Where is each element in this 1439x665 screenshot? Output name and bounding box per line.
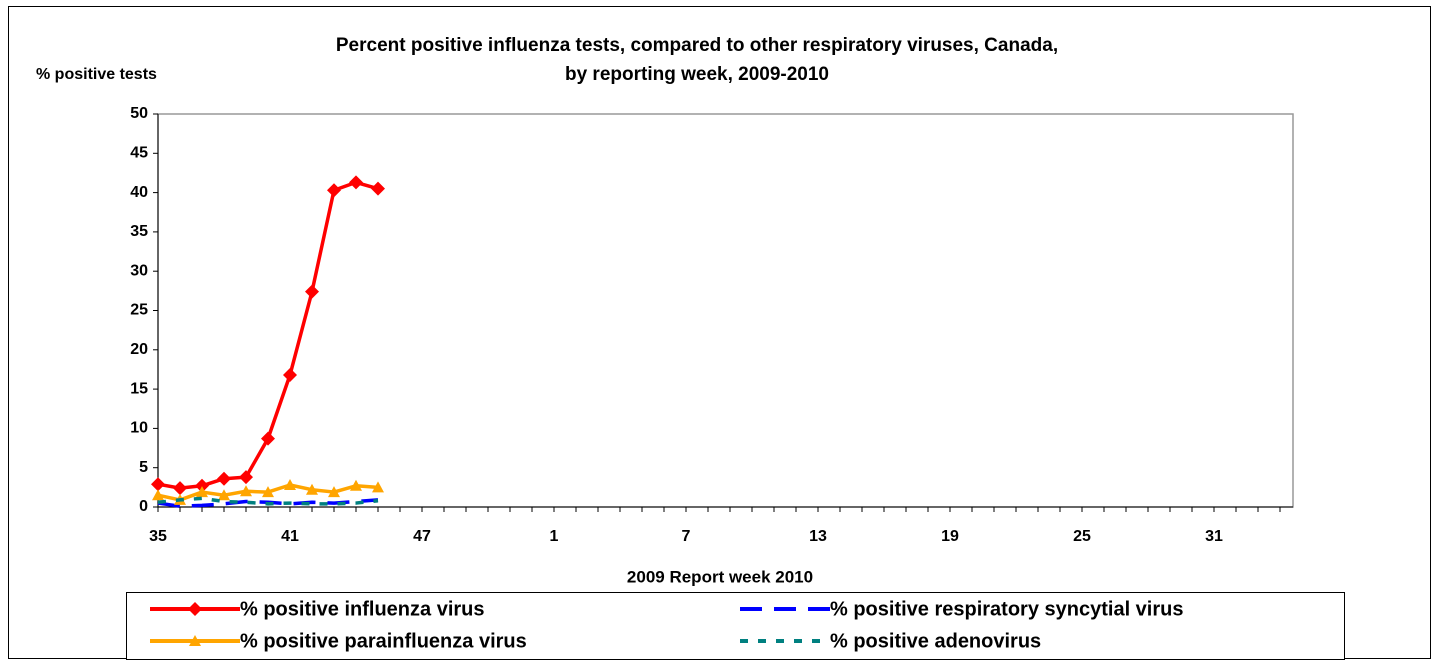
point-marker <box>283 367 297 382</box>
point-marker <box>371 181 385 196</box>
point-marker <box>350 479 362 491</box>
chart-title: by reporting week, 2009-2010 <box>565 64 829 85</box>
y-tick-label: 30 <box>130 262 148 279</box>
x-axis-label: 2009 Report week 2010 <box>627 567 813 586</box>
point-marker <box>196 486 208 498</box>
legend-box <box>126 592 1345 660</box>
y-tick-label: 50 <box>130 105 148 122</box>
legend-label: % positive parainfluenza virus <box>240 630 527 652</box>
legend-marker <box>188 602 202 616</box>
x-tick-label: 19 <box>941 528 959 545</box>
point-marker <box>349 175 363 190</box>
x-tick-label: 31 <box>1205 528 1223 545</box>
point-marker <box>327 183 341 198</box>
point-marker <box>152 489 164 501</box>
x-tick-label: 47 <box>413 528 431 545</box>
y-tick-label: 20 <box>130 341 148 358</box>
point-marker <box>151 477 165 492</box>
y-axis-label: % positive tests <box>36 66 157 83</box>
y-tick-label: 5 <box>139 459 148 476</box>
point-marker <box>240 485 252 497</box>
point-marker <box>284 478 296 490</box>
point-marker <box>305 284 319 299</box>
point-marker <box>261 431 275 446</box>
x-tick-label: 7 <box>682 528 691 545</box>
chart-title: Percent positive influenza tests, compar… <box>336 35 1058 56</box>
x-tick-label: 13 <box>809 528 827 545</box>
y-tick-label: 35 <box>130 223 148 240</box>
point-marker <box>218 489 230 501</box>
y-tick-label: 40 <box>130 184 148 201</box>
chart-border <box>8 6 1431 659</box>
x-tick-label: 35 <box>149 528 167 545</box>
y-tick-label: 45 <box>130 145 148 162</box>
legend-marker <box>189 635 201 646</box>
point-marker <box>372 481 384 493</box>
legend-label: % positive respiratory syncytial virus <box>830 598 1184 620</box>
point-marker <box>195 478 209 493</box>
y-tick-label: 0 <box>139 498 148 515</box>
point-marker <box>328 486 340 498</box>
y-tick-label: 10 <box>130 420 148 437</box>
legend-label: % positive adenovirus <box>830 630 1041 652</box>
y-tick-label: 25 <box>130 302 148 319</box>
point-marker <box>306 483 318 495</box>
point-marker <box>239 470 253 485</box>
point-marker <box>217 471 231 486</box>
x-tick-label: 1 <box>550 528 559 545</box>
y-tick-label: 15 <box>130 380 148 397</box>
series-line <box>157 496 379 506</box>
point-marker <box>262 486 274 498</box>
legend-label: % positive influenza virus <box>240 598 485 620</box>
point-marker <box>173 481 187 496</box>
x-tick-label: 25 <box>1073 528 1091 545</box>
x-tick-label: 41 <box>281 528 299 545</box>
